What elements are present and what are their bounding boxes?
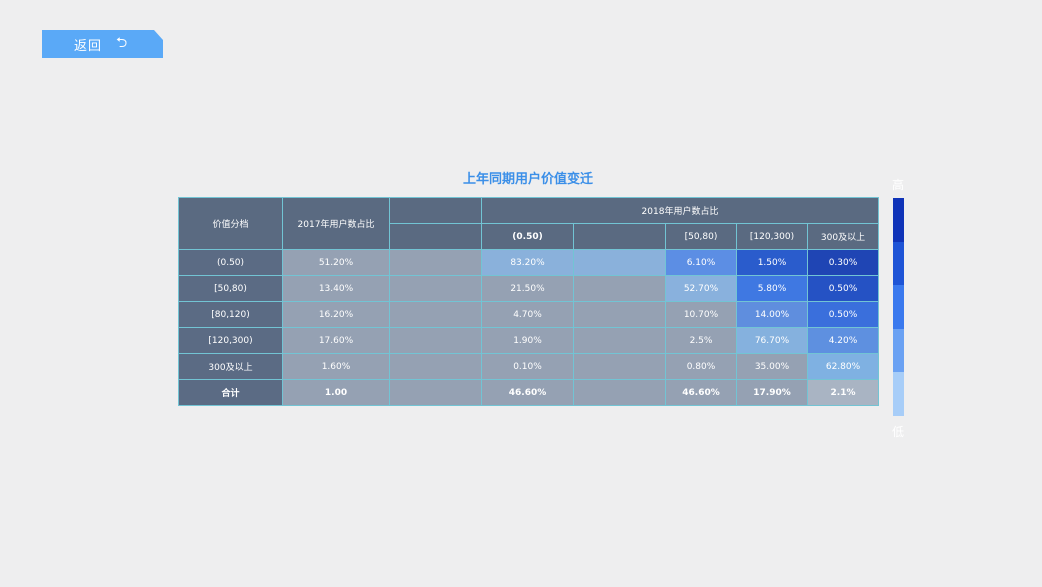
row-tier-label: 300及以上 [178,353,283,380]
cell-2018-col2 [573,353,666,380]
cell-2018-col5: 0.50% [806,275,880,302]
legend-segment [893,241,904,286]
value-migration-table: 价值分档 2017年用户数占比 2018年用户数占比 (0.50) [50,80… [178,197,880,406]
cell-2018-col2 [573,379,666,406]
header-blank [389,197,482,224]
cell-2018-col4: 35.00% [736,353,808,380]
legend-low-label: 低 [892,425,905,439]
cell-2017-share: 51.20% [282,249,390,276]
header-value-tier: 价值分档 [178,197,283,250]
cell-2018-col4: 5.80% [736,275,808,302]
cell-2018-col5: 0.50% [806,301,880,328]
cell-2018-col1: 83.20% [481,249,574,276]
cell-2018-col3: 52.70% [665,275,737,302]
cell-2017-share: 13.40% [282,275,390,302]
cell-blank [389,379,482,406]
legend-segment [893,372,904,416]
table-row: [50,80) 13.40% 21.50% 52.70% 5.80% 0.50% [178,275,880,302]
cell-2018-col4: 17.90% [736,379,808,406]
cell-2018-col2 [573,275,666,302]
legend-segment [893,328,904,373]
legend-segment [893,198,904,242]
back-button[interactable]: 返回 ⮌ [42,30,163,58]
row-tier-label: [80,120) [178,301,283,328]
cell-2018-col3: 2.5% [665,327,737,354]
table-row: (0.50) 51.20% 83.20% 6.10% 1.50% 0.30% [178,249,880,276]
cell-2018-col2 [573,327,666,354]
cell-2017-share: 1.60% [282,353,390,380]
cell-2018-col1: 0.10% [481,353,574,380]
legend-segment [893,285,904,329]
cell-2018-col4: 14.00% [736,301,808,328]
cell-2018-col5: 2.1% [806,379,880,406]
table-row: [80,120) 16.20% 4.70% 10.70% 14.00% 0.50% [178,301,880,328]
total-row: 合计 1.00 46.60% 46.60% 17.90% 2.1% [178,379,880,406]
subheader-col3: [50,80) [665,223,737,250]
legend-high-label: 高 [892,178,905,192]
cell-2018-col5: 62.80% [806,353,880,380]
cell-blank [389,249,482,276]
cell-2018-col3: 0.80% [665,353,737,380]
row-tier-label: [50,80) [178,275,283,302]
cell-2018-col5: 0.30% [806,249,880,276]
cell-2018-col3: 10.70% [665,301,737,328]
header-2018-share: 2018年用户数占比 [480,197,880,224]
cell-2018-col5: 4.20% [806,327,880,354]
cell-2018-col1: 46.60% [481,379,574,406]
cell-2018-col4: 76.70% [736,327,808,354]
cell-2017-share: 1.00 [282,379,390,406]
subheader-blank [389,223,482,250]
row-tier-label: 合计 [178,379,283,406]
cell-2018-col1: 4.70% [481,301,574,328]
cell-2018-col2 [573,249,666,276]
subheader-col2 [573,223,666,250]
table-row: 300及以上 1.60% 0.10% 0.80% 35.00% 62.80% [178,353,880,380]
cell-2018-col2 [573,301,666,328]
table-body: (0.50) 51.20% 83.20% 6.10% 1.50% 0.30% [50,80)… [178,249,880,406]
row-tier-label: [120,300) [178,327,283,354]
cell-blank [389,353,482,380]
color-legend [893,198,904,416]
undo-arrow-icon: ⮌ [116,35,128,51]
row-tier-label: (0.50) [178,249,283,276]
cell-2017-share: 16.20% [282,301,390,328]
cell-2018-col3: 6.10% [665,249,737,276]
subheader-col5: 300及以上 [806,223,880,250]
cell-blank [389,275,482,302]
cell-2017-share: 17.60% [282,327,390,354]
cell-blank [389,327,482,354]
cell-2018-col4: 1.50% [736,249,808,276]
cell-2018-col1: 1.90% [481,327,574,354]
cell-2018-col3: 46.60% [665,379,737,406]
subheader-col4: [120,300) [736,223,808,250]
cell-blank [389,301,482,328]
header-2017-share: 2017年用户数占比 [282,197,390,250]
subheader-col1: (0.50) [481,223,574,250]
page-title: 上年同期用户价值变迁 [462,172,593,187]
back-button-label: 返回 [74,38,103,54]
cell-2018-col1: 21.50% [481,275,574,302]
table-row: [120,300) 17.60% 1.90% 2.5% 76.70% 4.20% [178,327,880,354]
